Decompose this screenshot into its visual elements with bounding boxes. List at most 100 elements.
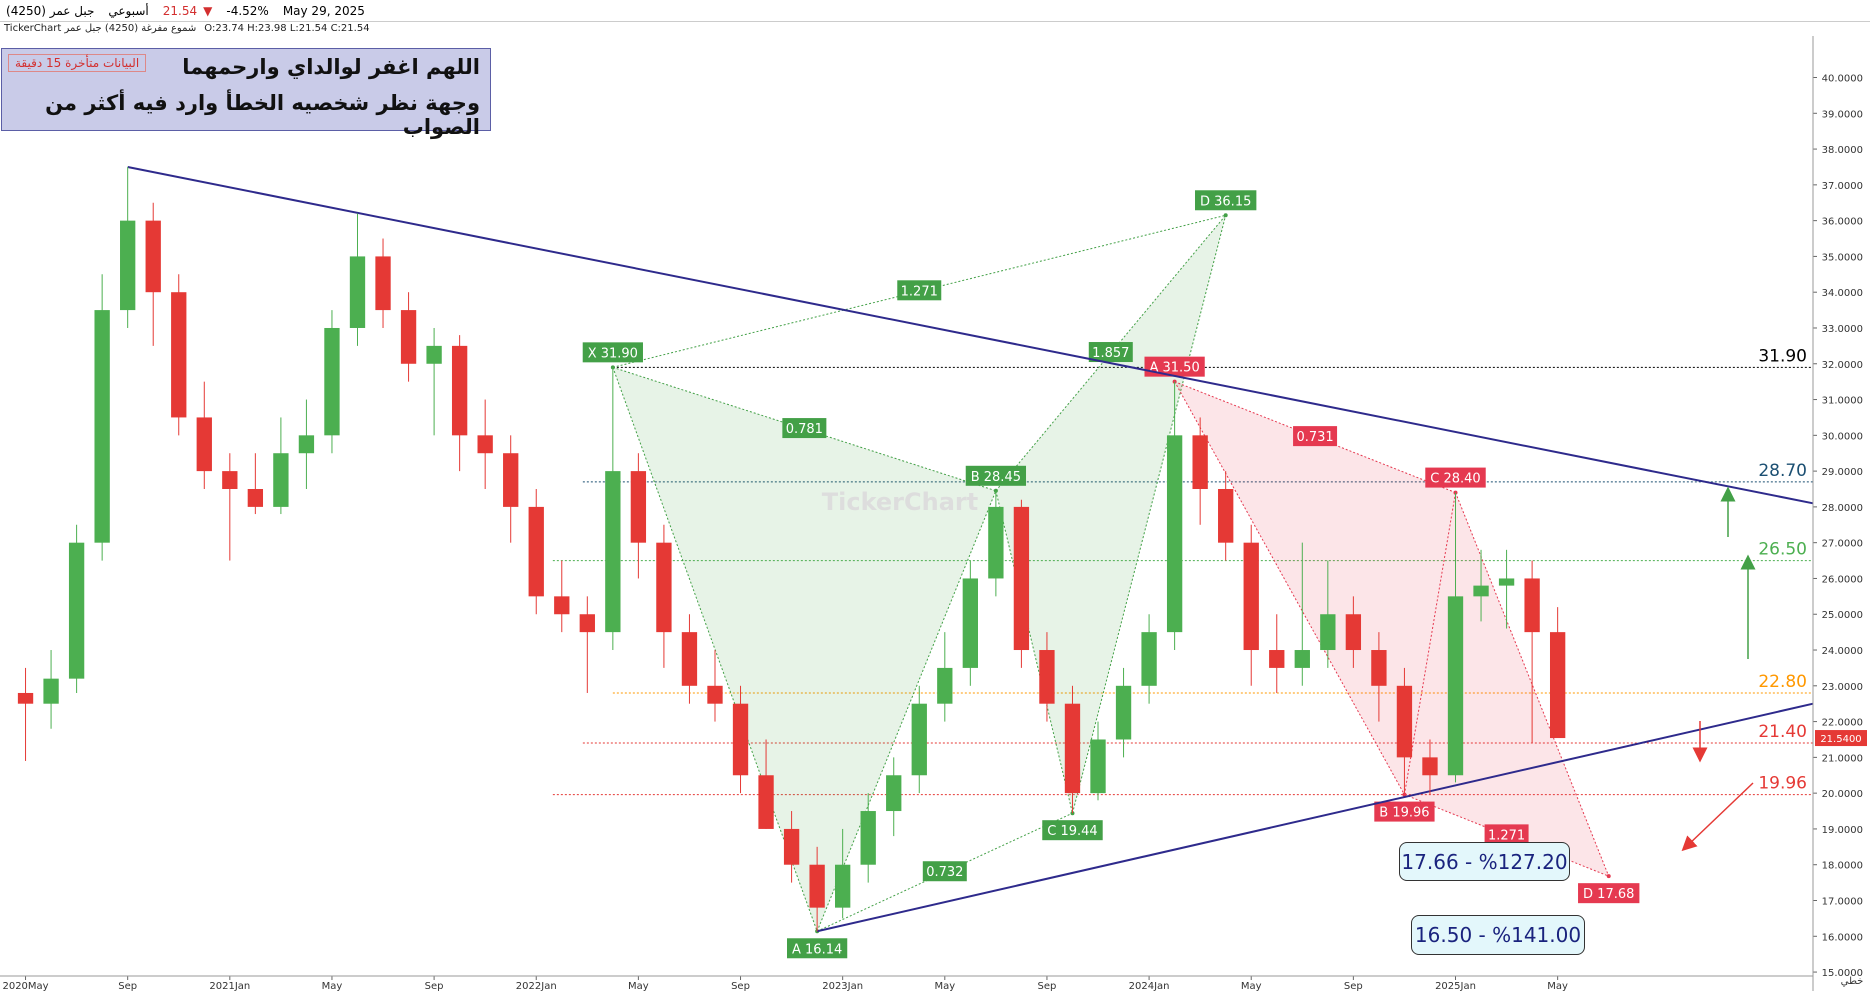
y-tick-label: 39.0000: [1822, 109, 1863, 120]
x-tick-label: 2025Jan: [1435, 981, 1476, 991]
price-tag-label: 21.5400: [1820, 734, 1861, 745]
point-label: C 28.40: [1430, 472, 1480, 487]
candle-body: [17, 692, 34, 704]
ratio-label: 0.731: [1296, 430, 1333, 445]
ohlc: O:23.74 H:23.98 L:21.54 C:21.54: [204, 23, 370, 34]
level-label: 22.80: [1758, 672, 1807, 692]
pattern-point: [1402, 792, 1407, 797]
candle-body: [298, 435, 315, 454]
candle-body: [1498, 578, 1515, 586]
info: TickerChart شموع مفرغة (4250) جبل عمر: [4, 23, 197, 34]
candle-body: [222, 471, 238, 490]
candle-body: [1345, 614, 1362, 651]
ratio-box: [1293, 426, 1338, 447]
candle-body: [681, 632, 698, 686]
level-label: 26.50: [1758, 540, 1807, 560]
point-box: [582, 342, 643, 363]
header-bar: جبل عمر (4250) أسبوعي 21.54 ▼ -4.52% May…: [0, 0, 1870, 22]
x-tick-label: 2021Jan: [209, 981, 250, 991]
candle-body: [1294, 650, 1310, 668]
candle-body: [1013, 506, 1030, 651]
y-tick-label: 35.0000: [1822, 252, 1863, 263]
candle-body: [1524, 578, 1540, 633]
y-tick-label: 27.0000: [1822, 539, 1863, 550]
candle-body: [349, 256, 366, 328]
candle-body: [120, 220, 136, 311]
x-tick-label: May: [934, 981, 955, 991]
candle-body: [707, 685, 723, 704]
candle-body: [1166, 435, 1183, 633]
point-label: A 31.50: [1149, 361, 1199, 376]
pattern-fill: [612, 367, 996, 932]
candle-body: [1218, 489, 1234, 543]
candle-body: [196, 417, 212, 472]
note-box: البيانات متأخرة 15 دقيقة اللهم اغفر لوال…: [1, 48, 491, 139]
delay: البيانات متأخرة 15 دقيقة: [8, 54, 147, 72]
ratio-label: 0.732: [926, 865, 963, 880]
y-tick-label: 40.0000: [1822, 74, 1863, 85]
info-line: TickerChart شموع مفرغة (4250) جبل عمر O:…: [4, 23, 370, 34]
point-label: C 19.44: [1047, 824, 1097, 839]
target-box: 16.50 - %141.00: [1411, 915, 1585, 955]
ratio-line: [612, 214, 1226, 368]
footer: خطي: [1841, 976, 1864, 987]
candle-body: [1141, 632, 1157, 686]
y-tick-label: 26.0000: [1822, 574, 1863, 585]
y-tick-label: 21.0000: [1822, 753, 1863, 764]
price: 21.54: [162, 3, 198, 18]
pattern-leg: [1071, 215, 1227, 814]
candle-body: [835, 864, 851, 908]
candle-body: [68, 542, 85, 679]
point-label: D 36.15: [1200, 194, 1251, 209]
candle-body: [579, 614, 595, 633]
y-tick-label: 34.0000: [1822, 288, 1863, 299]
point-label: A 16.14: [792, 942, 842, 957]
candle-body: [247, 489, 264, 507]
x-tick-label: May: [1547, 981, 1568, 991]
y-tick-label: 20.0000: [1822, 789, 1863, 800]
y-tick-label: 29.0000: [1822, 467, 1863, 478]
candle-body: [630, 471, 647, 543]
x-tick-label: Sep: [1038, 981, 1057, 991]
point-label: X 31.90: [588, 346, 638, 361]
x-tick-label: Sep: [731, 981, 750, 991]
candle-body: [503, 453, 519, 507]
candle-body: [171, 292, 187, 418]
y-tick-label: 37.0000: [1822, 181, 1863, 192]
x-tick-label: Sep: [425, 981, 444, 991]
candle-body: [554, 596, 570, 615]
candle-body: [1090, 739, 1106, 794]
candle-body: [1243, 542, 1259, 651]
point-box: [1425, 467, 1486, 488]
x-tick-label: May: [322, 981, 343, 991]
candle-body: [426, 345, 442, 364]
point-label: D 17.68: [1583, 887, 1634, 902]
pattern-leg: [995, 490, 1073, 814]
candle-body: [962, 578, 978, 668]
y-tick-label: 24.0000: [1822, 646, 1863, 657]
candle-body: [1473, 585, 1489, 597]
date: May 29, 2025: [282, 3, 365, 18]
y-tick-label: 31.0000: [1822, 396, 1863, 407]
ratio-box: [782, 418, 827, 439]
point-label: B 19.96: [1379, 806, 1429, 821]
y-tick-label: 18.0000: [1822, 861, 1863, 872]
point-box: [1042, 820, 1103, 841]
x-tick-label: 2023Jan: [822, 981, 863, 991]
candle-body: [1115, 685, 1132, 740]
pattern-fill: [1174, 381, 1456, 795]
trendline: [127, 165, 1814, 505]
trendline: [816, 702, 1814, 933]
pattern-leg: [816, 490, 997, 932]
x-tick-label: 2020May: [2, 981, 48, 991]
y-tick-label: 17.0000: [1822, 896, 1863, 907]
candle-body: [324, 327, 340, 436]
point-box: [1374, 801, 1435, 822]
candle-body: [43, 678, 59, 704]
candle-body: [1396, 685, 1413, 758]
ratio-box: [1088, 342, 1133, 363]
y-tick-label: 25.0000: [1822, 610, 1863, 621]
y-tick-label: 22.0000: [1822, 718, 1863, 729]
pattern-point: [1223, 213, 1228, 218]
